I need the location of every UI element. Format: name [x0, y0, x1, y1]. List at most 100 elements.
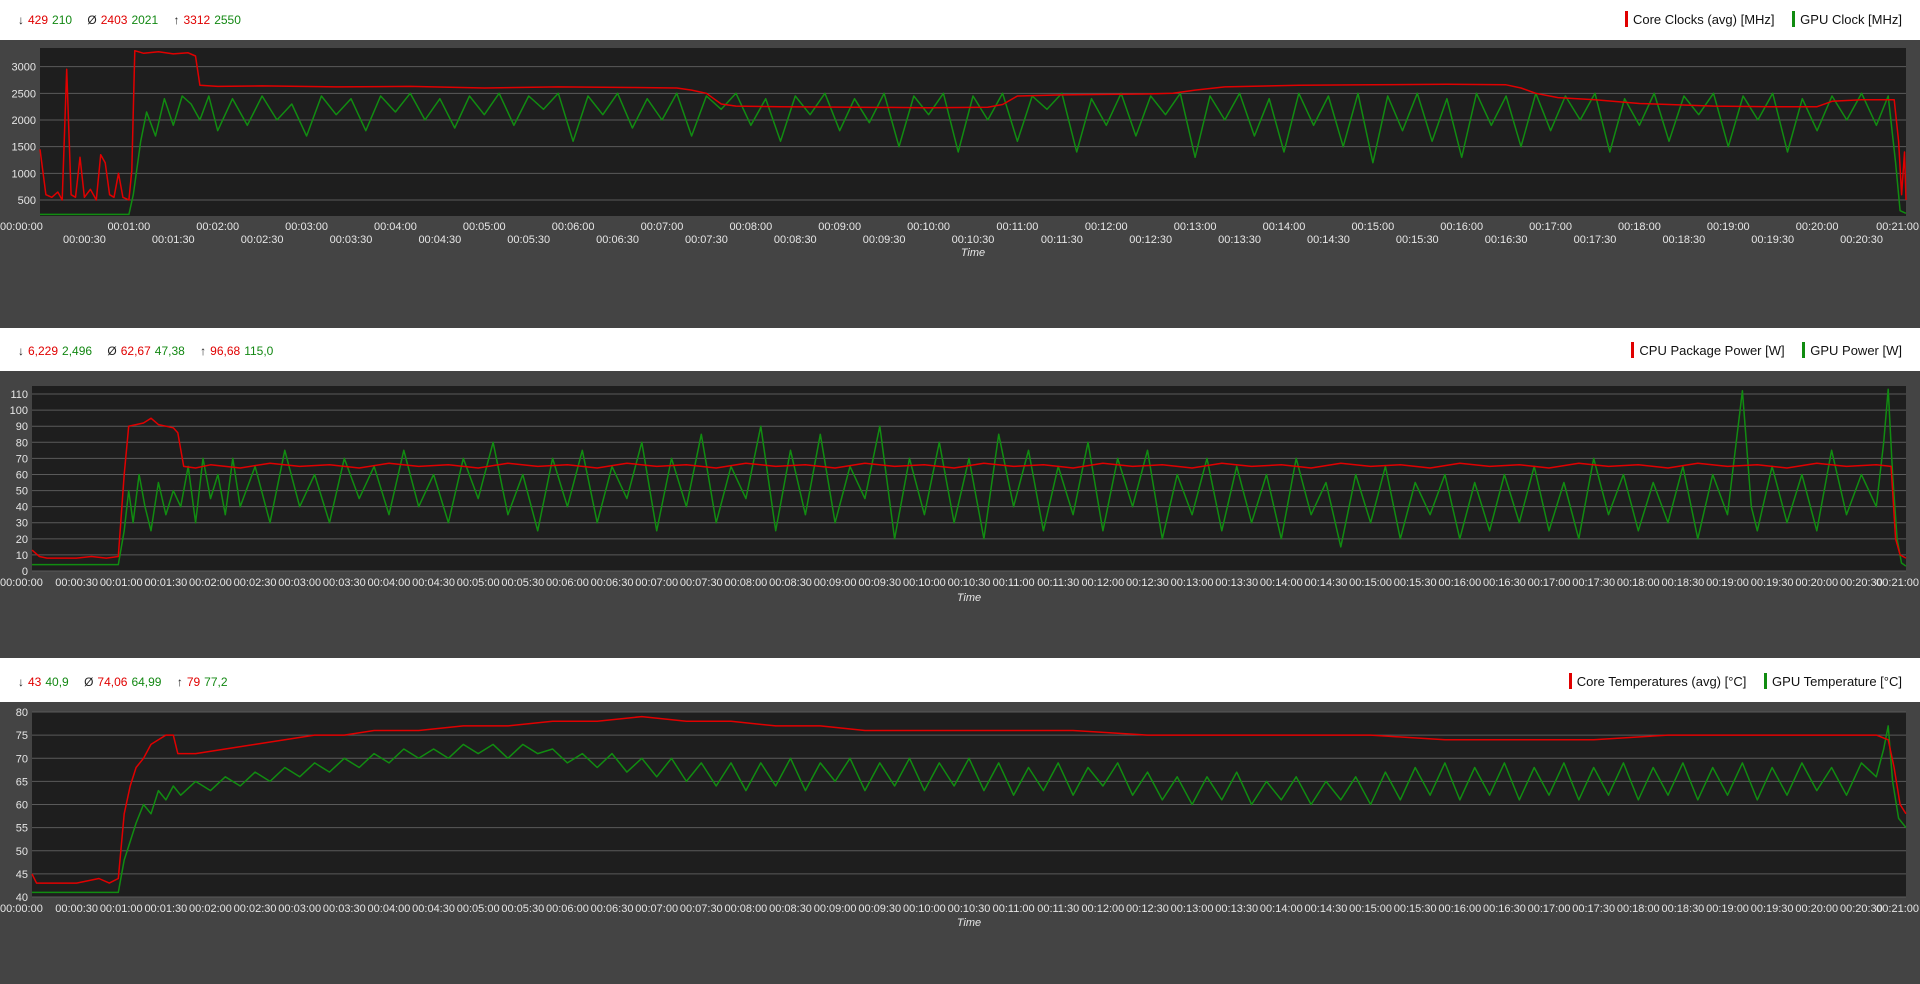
x-tick-label: 00:11:30: [1037, 903, 1079, 915]
x-tick-label: 00:19:00: [1706, 577, 1749, 589]
x-tick-label: 00:07:30: [680, 577, 723, 589]
max-cpu-value: 96,68: [210, 344, 241, 358]
x-tick-label: 00:10:00: [907, 221, 950, 233]
x-tick-label: 00:00:30: [55, 577, 98, 589]
x-tick-label: 00:21:00: [1876, 221, 1919, 233]
max-arrow-icon: ↑: [173, 13, 180, 27]
x-tick-label: 00:13:00: [1174, 221, 1217, 233]
x-tick-label: 00:00:30: [63, 234, 106, 246]
y-tick-label: 70: [16, 753, 28, 765]
y-tick-label: 30: [16, 518, 28, 530]
x-tick-label: 00:01:30: [144, 577, 187, 589]
x-tick-label: 00:05:30: [507, 234, 550, 246]
x-tick-label: 00:05:30: [501, 577, 544, 589]
min-arrow-icon: ↓: [18, 344, 24, 358]
x-tick-label: 00:18:30: [1661, 903, 1704, 915]
y-tick-label: 80: [16, 707, 28, 719]
series-line-gpu: [32, 725, 1907, 894]
x-tick-label: 00:11:00: [996, 221, 1038, 233]
x-tick-label: 00:11:30: [1041, 234, 1083, 246]
max-cpu-value: 79: [186, 675, 201, 689]
min-gpu-value: 2,496: [62, 344, 93, 358]
x-tick-label: 00:06:30: [591, 577, 634, 589]
x-tick-label: 00:04:00: [368, 577, 411, 589]
x-tick-label: 00:10:00: [903, 903, 946, 915]
clock-chart: 5001000150020002500300000:00:0000:00:300…: [0, 48, 1919, 259]
avg-cpu-value: 62,67: [120, 344, 151, 358]
legend-label: GPU Power [W]: [1810, 342, 1902, 358]
plot-area: [32, 386, 1906, 571]
x-tick-label: 00:19:30: [1751, 577, 1794, 589]
legend-item-cpu[interactable]: Core Temperatures (avg) [°C]: [1568, 673, 1746, 689]
legend-item-cpu[interactable]: CPU Package Power [W]: [1631, 342, 1785, 358]
x-tick-label: 00:03:30: [323, 577, 366, 589]
x-tick-label: 00:20:30: [1840, 903, 1883, 915]
panel-1-header: ↓ 429 210 Ø 2403 2021 ↑ 3312 2550 Core Clocks …: [0, 0, 1920, 40]
y-tick-label: 2500: [12, 88, 36, 100]
panel-2-legend: CPU Package Power [W] GPU Power [W]: [1617, 342, 1902, 361]
legend-label: CPU Package Power [W]: [1639, 342, 1785, 358]
min-arrow-icon: ↓: [18, 675, 24, 689]
x-tick-label: 00:20:00: [1796, 221, 1839, 233]
panel-1-legend: Core Clocks (avg) [MHz] GPU Clock [MHz]: [1611, 11, 1902, 30]
x-tick-label: 00:03:00: [278, 903, 321, 915]
x-tick-label: 00:18:30: [1662, 234, 1705, 246]
panel-1-stats: ↓ 429 210 Ø 2403 2021 ↑ 3312 2550: [18, 13, 245, 27]
x-tick-label: 00:05:30: [501, 903, 544, 915]
x-tick-label: 00:02:30: [234, 577, 277, 589]
avg-gpu-value: 2021: [131, 13, 159, 27]
legend-item-cpu[interactable]: Core Clocks (avg) [MHz]: [1624, 11, 1775, 27]
legend-item-gpu[interactable]: GPU Power [W]: [1802, 342, 1902, 358]
x-tick-label: 00:04:30: [412, 577, 455, 589]
x-tick-label: 00:10:30: [948, 903, 991, 915]
x-tick-label: 00:20:30: [1840, 577, 1883, 589]
avg-gpu-value: 47,38: [154, 344, 185, 358]
x-tick-label: 00:17:30: [1574, 234, 1617, 246]
y-tick-label: 110: [10, 389, 28, 401]
x-tick-label: 00:21:00: [1876, 577, 1919, 589]
legend-item-gpu[interactable]: GPU Temperature [°C]: [1764, 673, 1902, 689]
x-tick-label: 00:21:00: [1876, 903, 1919, 915]
max-arrow-icon: ↑: [176, 675, 183, 689]
x-tick-label: 00:04:30: [418, 234, 461, 246]
x-tick-label: 00:10:00: [903, 577, 946, 589]
x-tick-label: 00:14:30: [1305, 577, 1348, 589]
x-tick-label: 00:06:30: [591, 903, 634, 915]
legend-swatch-red: [1631, 342, 1635, 358]
x-tick-label: 00:02:30: [234, 903, 277, 915]
x-tick-label: 00:14:30: [1305, 903, 1348, 915]
y-tick-label: 75: [16, 730, 28, 742]
panel-3-chart-frame: 40 45 50 55 60 65 70 75 80 00:00:00 00:00:30 00:01:…: [0, 702, 1920, 984]
series-line-gpu: [40, 92, 1907, 216]
x-tick-label: 00:01:00: [100, 903, 143, 915]
x-tick-label: 00:02:00: [196, 221, 239, 233]
series-line-cpu: [31, 715, 1907, 884]
x-tick-label: 00:14:30: [1307, 234, 1350, 246]
x-tick-label: 00:09:00: [814, 903, 857, 915]
x-tick-label: 00:05:00: [457, 903, 500, 915]
y-tick-label: 40: [16, 502, 28, 514]
x-tick-label: 00:10:30: [948, 577, 991, 589]
avg-symbol-icon: Ø: [87, 13, 97, 27]
x-tick-label: 00:07:00: [641, 221, 684, 233]
y-tick-label: 1500: [12, 142, 36, 154]
x-tick-label: 00:18:30: [1661, 577, 1704, 589]
y-tick-label: 60: [16, 800, 28, 812]
x-tick-label: 00:07:00: [635, 577, 678, 589]
x-tick-label: 00:19:30: [1751, 234, 1794, 246]
min-arrow-icon: ↓: [18, 13, 24, 27]
legend-item-gpu[interactable]: GPU Clock [MHz]: [1792, 11, 1902, 27]
avg-symbol-icon: Ø: [107, 344, 117, 358]
x-tick-label: 00:09:00: [814, 577, 857, 589]
x-tick-label: 00:20:00: [1795, 577, 1838, 589]
x-tick-label: 00:03:30: [330, 234, 373, 246]
x-tick-label: 00:06:30: [596, 234, 639, 246]
x-tick-label: 00:07:30: [680, 903, 723, 915]
x-tick-label: 00:12:30: [1126, 577, 1169, 589]
x-tick-label: 00:12:30: [1129, 234, 1172, 246]
x-tick-label: 00:14:00: [1263, 221, 1306, 233]
y-tick-label: 65: [16, 776, 28, 788]
x-tick-label: 00:02:00: [189, 577, 232, 589]
x-tick-label: 00:19:00: [1706, 903, 1749, 915]
